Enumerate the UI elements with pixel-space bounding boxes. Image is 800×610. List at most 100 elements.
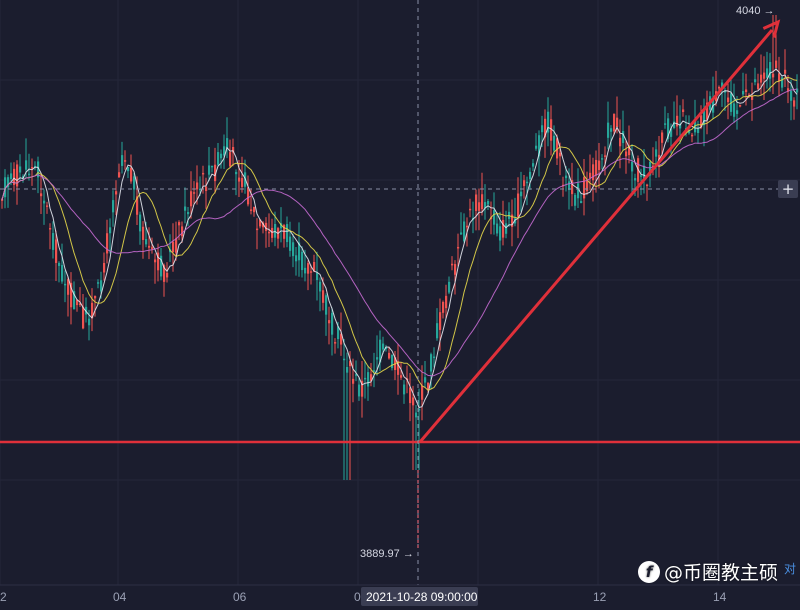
candle-body bbox=[439, 312, 442, 330]
candle-body bbox=[556, 138, 559, 159]
candle-body bbox=[115, 191, 118, 195]
crosshair-date-box bbox=[361, 587, 478, 606]
candle-body bbox=[166, 272, 169, 278]
candle bbox=[43, 189, 46, 225]
candle bbox=[448, 276, 451, 295]
candle bbox=[544, 109, 547, 158]
candle-body bbox=[523, 180, 526, 187]
candle bbox=[655, 141, 658, 178]
candle bbox=[19, 154, 22, 181]
candle bbox=[361, 361, 364, 418]
candle-body bbox=[778, 73, 781, 82]
candle-body bbox=[502, 219, 505, 238]
candle bbox=[109, 218, 112, 254]
candle-body bbox=[226, 138, 229, 149]
candle-body bbox=[355, 374, 358, 376]
candle-body bbox=[739, 105, 742, 107]
candle bbox=[112, 190, 115, 227]
candle-body bbox=[580, 201, 583, 204]
candle-body bbox=[460, 232, 463, 235]
candle-body bbox=[553, 135, 556, 151]
candle-body bbox=[256, 228, 259, 231]
candle-body bbox=[676, 115, 679, 127]
candle bbox=[754, 67, 757, 86]
candle-body bbox=[64, 283, 67, 286]
candle-body bbox=[139, 214, 142, 232]
candle bbox=[328, 306, 331, 345]
candle bbox=[259, 218, 262, 229]
candle bbox=[142, 221, 145, 259]
candle bbox=[778, 56, 781, 97]
candle-body bbox=[346, 367, 349, 373]
candle-body bbox=[598, 160, 601, 171]
candle-body bbox=[334, 342, 337, 344]
candle-body bbox=[445, 295, 448, 309]
candle-body bbox=[373, 370, 376, 372]
candle-body bbox=[223, 146, 226, 156]
candle-body bbox=[718, 87, 721, 89]
candle bbox=[478, 188, 481, 231]
corner-menu-label[interactable]: 对 bbox=[784, 562, 797, 576]
candle-body bbox=[640, 175, 643, 177]
candle-body bbox=[700, 115, 703, 128]
candle-body bbox=[421, 385, 424, 400]
crosshair bbox=[0, 0, 778, 585]
candle bbox=[40, 174, 43, 215]
candle bbox=[646, 183, 649, 201]
candle-body bbox=[13, 168, 16, 185]
candle-body bbox=[364, 377, 367, 380]
candle bbox=[433, 347, 436, 368]
candle-body bbox=[160, 255, 163, 277]
candle-body bbox=[46, 205, 49, 207]
candle bbox=[73, 281, 76, 310]
candle-body bbox=[274, 224, 277, 238]
candle bbox=[790, 79, 793, 121]
candle-body bbox=[352, 378, 355, 384]
candle bbox=[457, 233, 460, 267]
candle bbox=[415, 404, 418, 470]
candle bbox=[430, 352, 433, 389]
candle-body bbox=[586, 180, 589, 192]
candle bbox=[469, 198, 472, 218]
candle-body bbox=[559, 152, 562, 157]
candle bbox=[787, 74, 790, 104]
candle bbox=[232, 138, 235, 167]
candle bbox=[682, 99, 685, 117]
candle-body bbox=[208, 165, 211, 175]
candle-body bbox=[190, 191, 193, 207]
candle-body bbox=[337, 326, 340, 340]
add-price-line-button[interactable]: + bbox=[778, 180, 798, 198]
candle bbox=[352, 358, 355, 403]
candle bbox=[235, 169, 238, 196]
candle-body bbox=[73, 291, 76, 310]
candle-body bbox=[784, 69, 787, 74]
candle-body bbox=[142, 226, 145, 240]
candle bbox=[190, 171, 193, 219]
candle-body bbox=[79, 303, 82, 306]
candle-body bbox=[757, 83, 760, 89]
candle bbox=[397, 343, 400, 395]
candle bbox=[532, 159, 535, 171]
candle bbox=[103, 252, 106, 281]
candle-body bbox=[517, 193, 520, 217]
candle bbox=[28, 153, 31, 181]
candle-body bbox=[91, 302, 94, 319]
candle-body bbox=[454, 264, 457, 275]
crosshair-date-label: 2021-10-28 09:00:00 bbox=[366, 590, 478, 604]
candle-body bbox=[448, 281, 451, 293]
candle bbox=[400, 362, 403, 380]
candle-body bbox=[646, 184, 649, 187]
candle bbox=[178, 220, 181, 241]
candle bbox=[133, 173, 136, 201]
candle bbox=[25, 138, 28, 178]
candle bbox=[226, 117, 229, 159]
candle-body bbox=[289, 236, 292, 251]
candle-body bbox=[664, 123, 667, 125]
candle bbox=[589, 154, 592, 191]
candle bbox=[610, 125, 613, 152]
candle-body bbox=[622, 131, 625, 144]
candle-body bbox=[10, 173, 13, 179]
candle bbox=[286, 216, 289, 248]
candle-body bbox=[265, 222, 268, 231]
